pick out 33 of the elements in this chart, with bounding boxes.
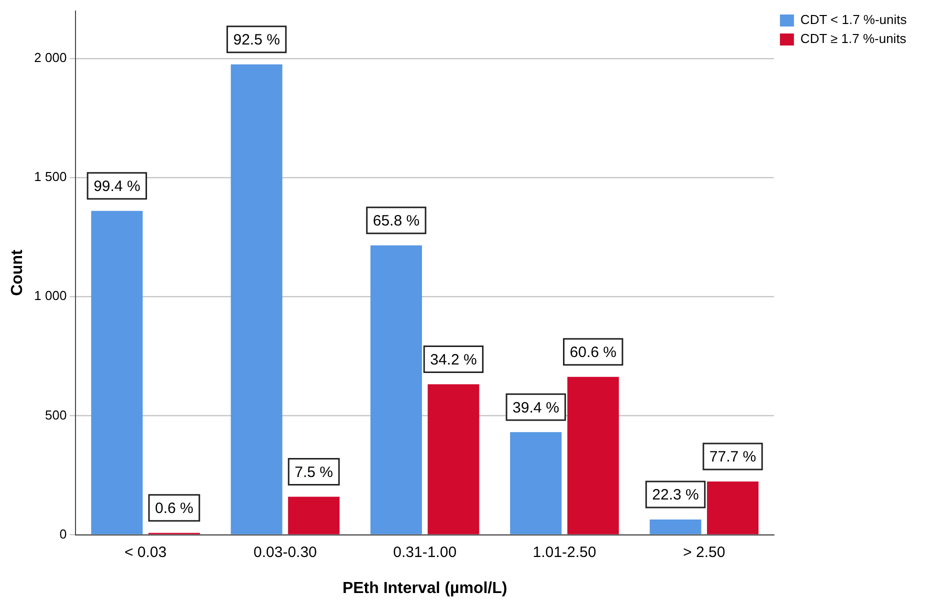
bar bbox=[370, 245, 422, 534]
y-tick-label: 0 bbox=[59, 526, 67, 542]
y-tick-label: 1 500 bbox=[34, 169, 67, 184]
bar bbox=[428, 384, 480, 534]
annotation: 92.5 % bbox=[233, 32, 280, 49]
legend-label: CDT < 1.7 %-units bbox=[800, 12, 908, 28]
bar bbox=[567, 376, 619, 534]
x-tick-label: 0.03-0.30 bbox=[254, 544, 317, 561]
bar bbox=[91, 210, 143, 534]
legend-label: CDT ≥ 1.7 %-units bbox=[800, 31, 907, 46]
y-tick-label: 2 000 bbox=[34, 50, 67, 66]
bar bbox=[510, 432, 562, 534]
y-tick-label: 1 000 bbox=[34, 288, 67, 304]
bar bbox=[650, 520, 702, 534]
bar bbox=[230, 64, 282, 534]
x-tick-label: 1.01-2.50 bbox=[532, 544, 596, 561]
annotation: 7.5 % bbox=[294, 464, 333, 481]
x-axis-title: PEth Interval (µmol/L) bbox=[342, 580, 508, 597]
annotation: 60.6 % bbox=[570, 344, 616, 362]
y-tick-label: 500 bbox=[45, 407, 67, 422]
annotation: 22.3 % bbox=[652, 486, 699, 504]
annotation: 0.6 % bbox=[155, 500, 194, 518]
annotation: 77.7 % bbox=[709, 448, 756, 466]
annotation: 65.8 % bbox=[372, 212, 420, 230]
x-tick-label: < 0.03 bbox=[124, 544, 167, 561]
bar bbox=[706, 481, 759, 534]
annotation: 99.4 % bbox=[94, 178, 140, 196]
x-tick-label: > 2.50 bbox=[683, 544, 726, 561]
x-tick-label: 0.31-1.00 bbox=[393, 544, 457, 561]
annotation: 39.4 % bbox=[512, 399, 560, 416]
bar bbox=[288, 496, 340, 534]
annotation: 34.2 % bbox=[430, 351, 477, 368]
y-axis-title: Count bbox=[9, 249, 26, 296]
